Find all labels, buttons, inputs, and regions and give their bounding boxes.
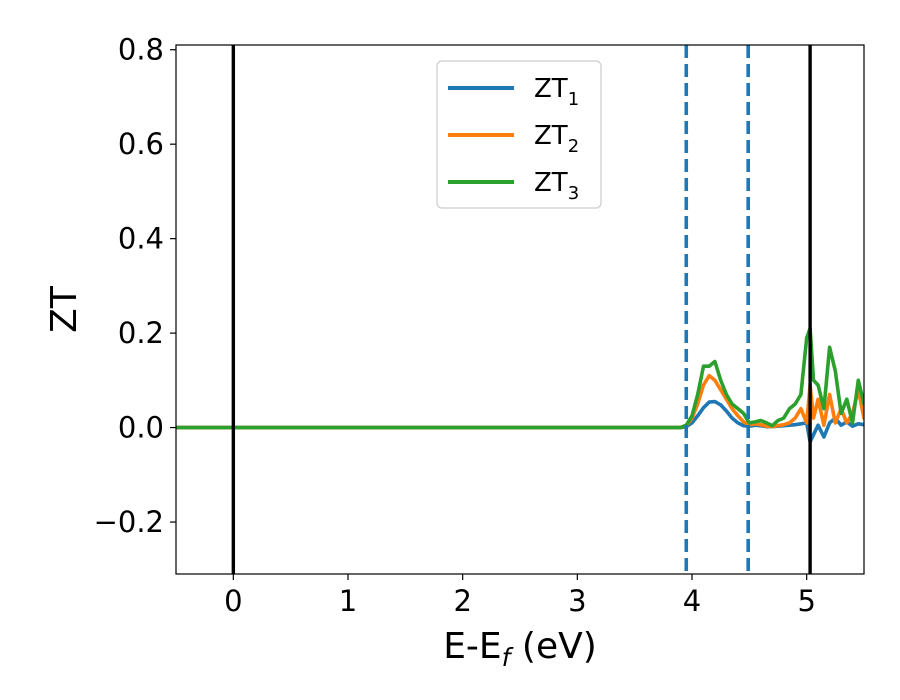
plot-area — [176, 45, 864, 574]
y-tick-label: −0.2 — [94, 505, 164, 539]
legend-label-zt1: ZT1 — [534, 74, 579, 110]
x-tick-label: 0 — [224, 584, 242, 618]
y-tick-label: 0.6 — [118, 127, 164, 161]
series-line-zt3 — [176, 326, 864, 430]
legend-label-zt3: ZT3 — [534, 168, 579, 204]
x-axis-ticks: 0 1 2 3 4 5 — [224, 574, 816, 618]
x-tick-label: 3 — [568, 584, 586, 618]
y-tick-label: 0.4 — [118, 222, 164, 256]
legend-label-zt2: ZT2 — [534, 121, 579, 157]
x-axis-label: E-Ef (eV) — [443, 626, 597, 672]
y-axis-ticks: −0.2 0.0 0.2 0.4 0.6 0.8 — [94, 33, 176, 539]
x-tick-label: 1 — [339, 584, 357, 618]
legend-box — [436, 60, 602, 209]
x-tick-label: 4 — [683, 584, 701, 618]
x-tick-label: 2 — [453, 584, 471, 618]
y-axis-label: ZT — [44, 285, 85, 333]
y-tick-label: 0.2 — [118, 316, 164, 350]
legend: ZT1 ZT2 ZT3 — [436, 60, 602, 209]
x-tick-label: 5 — [797, 584, 815, 618]
plot-frame — [175, 44, 865, 575]
y-tick-label: 0.8 — [118, 33, 164, 67]
plot-content — [176, 45, 864, 574]
x-axis-label-suffix: (eV) — [510, 626, 596, 667]
x-axis-label-main: E-E — [443, 626, 501, 667]
y-tick-label: 0.0 — [118, 411, 164, 445]
